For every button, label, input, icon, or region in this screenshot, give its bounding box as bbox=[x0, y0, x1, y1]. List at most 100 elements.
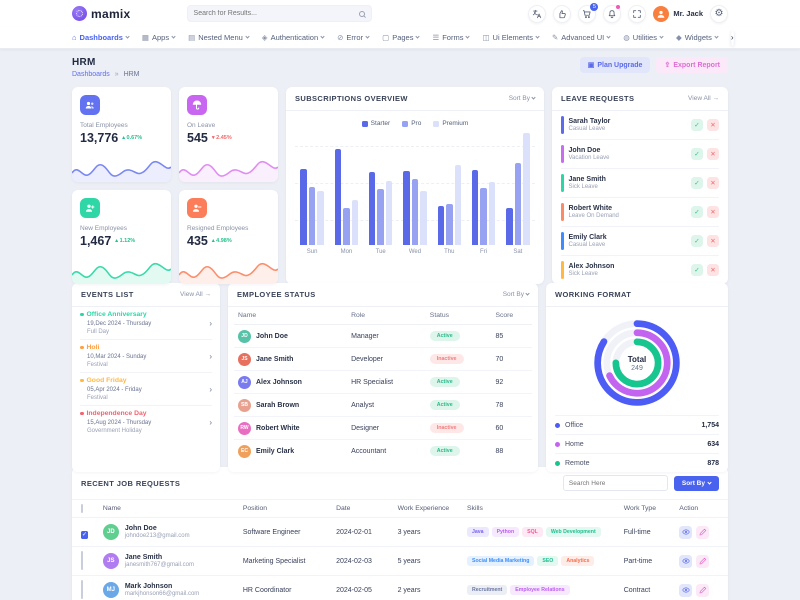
settings-gear-icon[interactable]: ⚙ bbox=[710, 4, 728, 23]
row-checkbox[interactable]: ✓ bbox=[81, 531, 89, 539]
bar-mon-starter[interactable] bbox=[334, 148, 342, 245]
chevron-right-icon[interactable]: › bbox=[209, 318, 212, 328]
approve-leave-button[interactable]: ✓ bbox=[691, 235, 703, 247]
search-input[interactable] bbox=[193, 10, 359, 17]
subscriptions-title: SUBSCRIPTIONS OVERVIEW bbox=[295, 94, 408, 103]
edit-button[interactable] bbox=[696, 525, 710, 539]
stat-label: Total Employees bbox=[80, 122, 128, 129]
nav-item-error[interactable]: ⊘ Error bbox=[337, 33, 370, 42]
bar-group-thu bbox=[437, 133, 462, 245]
approve-leave-button[interactable]: ✓ bbox=[691, 264, 703, 276]
edit-button[interactable] bbox=[696, 554, 710, 568]
legend-starter[interactable]: Starter bbox=[361, 120, 390, 127]
working-format-label: Home bbox=[565, 440, 584, 448]
reject-leave-button[interactable]: ✕ bbox=[707, 235, 719, 247]
event-name: Holi bbox=[80, 344, 146, 351]
row-checkbox[interactable] bbox=[81, 551, 83, 570]
brand-logo[interactable]: mamix bbox=[72, 6, 131, 21]
job-requests-search-input[interactable] bbox=[562, 475, 668, 491]
export-report-button[interactable]: ⇪ Export Report bbox=[656, 57, 728, 73]
job-request-row-jane-smith: JS Jane Smith janesmith767@gmail.com Mar… bbox=[72, 546, 728, 575]
user-menu[interactable]: Mr. Jack bbox=[653, 5, 703, 22]
stat-value: 545 ▾ 2.45% bbox=[187, 131, 232, 145]
bar-tue-premium[interactable] bbox=[385, 181, 393, 245]
leave-requests-view-all[interactable]: View All → bbox=[688, 95, 719, 102]
plan-upgrade-button[interactable]: ▣ Plan Upgrade bbox=[579, 57, 651, 73]
legend-pro[interactable]: Pro bbox=[402, 120, 421, 127]
breadcrumb-dashboards[interactable]: Dashboards bbox=[72, 71, 110, 78]
bar-fri-premium[interactable] bbox=[488, 182, 496, 245]
reject-leave-button[interactable]: ✕ bbox=[707, 206, 719, 218]
avatar: JS bbox=[238, 352, 251, 366]
bar-mon-premium[interactable] bbox=[351, 200, 359, 245]
nav-item-forms[interactable]: ☰ Forms bbox=[432, 33, 471, 42]
chevron-right-icon[interactable]: › bbox=[209, 351, 212, 361]
bar-sun-premium[interactable] bbox=[317, 191, 324, 245]
col-status: Status bbox=[425, 307, 492, 325]
bar-wed-starter[interactable] bbox=[403, 171, 410, 245]
reject-leave-button[interactable]: ✕ bbox=[707, 264, 719, 276]
approve-leave-button[interactable]: ✓ bbox=[691, 119, 703, 131]
chevron-right-icon[interactable]: › bbox=[209, 384, 212, 394]
approve-leave-button[interactable]: ✓ bbox=[691, 148, 703, 160]
notification-icon[interactable] bbox=[603, 4, 622, 23]
bar-sun-pro[interactable] bbox=[308, 186, 316, 245]
reject-leave-button[interactable]: ✕ bbox=[707, 177, 719, 189]
nav-item-widgets[interactable]: ◆ Widgets bbox=[676, 33, 719, 42]
gesture-icon[interactable] bbox=[553, 4, 572, 23]
bar-mon-pro[interactable] bbox=[343, 208, 350, 245]
nav-item-dashboards[interactable]: ⌂ Dashboards bbox=[72, 33, 130, 42]
language-icon[interactable] bbox=[528, 4, 547, 23]
nav-item-apps[interactable]: ▦ Apps bbox=[142, 33, 176, 42]
leave-request-type: Vacation Leave bbox=[568, 155, 610, 162]
status-badge: Inactive bbox=[429, 354, 464, 364]
bar-sat-pro[interactable] bbox=[514, 163, 522, 245]
global-search[interactable] bbox=[186, 5, 372, 22]
nav-item-nested-menu[interactable]: ▤ Nested Menu bbox=[188, 32, 250, 42]
view-button[interactable] bbox=[679, 554, 693, 568]
bar-thu-pro[interactable] bbox=[446, 203, 453, 245]
row-checkbox[interactable] bbox=[81, 580, 83, 599]
employee-row-emily-clark: EC Emily Clark Accountant Active 88 bbox=[234, 440, 532, 463]
subscriptions-sort-by[interactable]: Sort By bbox=[509, 95, 536, 102]
events-view-all[interactable]: View All → bbox=[180, 291, 211, 298]
nav-item-pages[interactable]: ▢ Pages bbox=[382, 33, 421, 42]
bar-thu-premium[interactable] bbox=[454, 165, 462, 245]
reject-leave-button[interactable]: ✕ bbox=[707, 148, 719, 160]
bar-sat-premium[interactable] bbox=[523, 133, 530, 245]
reject-leave-button[interactable]: ✕ bbox=[707, 119, 719, 131]
nav-item-ui-elements[interactable]: ◫ Ui Elements bbox=[482, 33, 540, 42]
layers-icon: ▤ bbox=[188, 32, 196, 42]
stat-value: 13,776 ▴ 0.67% bbox=[80, 131, 143, 145]
bar-wed-pro[interactable] bbox=[411, 178, 419, 245]
cart-icon[interactable]: 5 bbox=[578, 2, 599, 23]
employee-row-john-doe: JD John Doe Manager Active 85 bbox=[234, 324, 532, 348]
approve-leave-button[interactable]: ✓ bbox=[691, 206, 703, 218]
bar-fri-starter[interactable] bbox=[471, 169, 479, 245]
candidate-email: janesmith767@gmail.com bbox=[124, 562, 194, 569]
fullscreen-icon[interactable] bbox=[628, 4, 647, 23]
nav-item-utilities[interactable]: ◍ Utilities bbox=[623, 33, 664, 42]
bar-sun-starter[interactable] bbox=[300, 168, 307, 245]
employee-score: 70 bbox=[491, 347, 532, 371]
nav-item-advanced-ui[interactable]: ✎ Advanced UI bbox=[552, 33, 611, 42]
legend-premium[interactable]: Premium bbox=[433, 120, 468, 127]
edit-button[interactable] bbox=[696, 583, 710, 597]
view-button[interactable] bbox=[679, 583, 693, 597]
nav-scroll-right-button[interactable]: › bbox=[730, 29, 734, 46]
bar-thu-starter[interactable] bbox=[437, 205, 445, 245]
chevron-right-icon[interactable]: › bbox=[209, 417, 212, 427]
bar-tue-starter[interactable] bbox=[368, 172, 376, 245]
bar-wed-premium[interactable] bbox=[420, 191, 427, 245]
job-requests-sort-button[interactable]: Sort By bbox=[673, 475, 719, 491]
select-all-checkbox[interactable] bbox=[81, 504, 83, 513]
employee-status-sort-by[interactable]: Sort By bbox=[503, 291, 530, 298]
view-button[interactable] bbox=[679, 525, 693, 539]
bar-sat-starter[interactable] bbox=[506, 208, 513, 245]
employee-name: Emily Clark bbox=[256, 447, 295, 455]
bar-fri-pro[interactable] bbox=[480, 187, 487, 245]
nav-item-authentication[interactable]: ◈ Authentication bbox=[262, 33, 325, 42]
approve-leave-button[interactable]: ✓ bbox=[691, 177, 703, 189]
bar-tue-pro[interactable] bbox=[377, 189, 384, 245]
legend-swatch bbox=[433, 120, 440, 127]
